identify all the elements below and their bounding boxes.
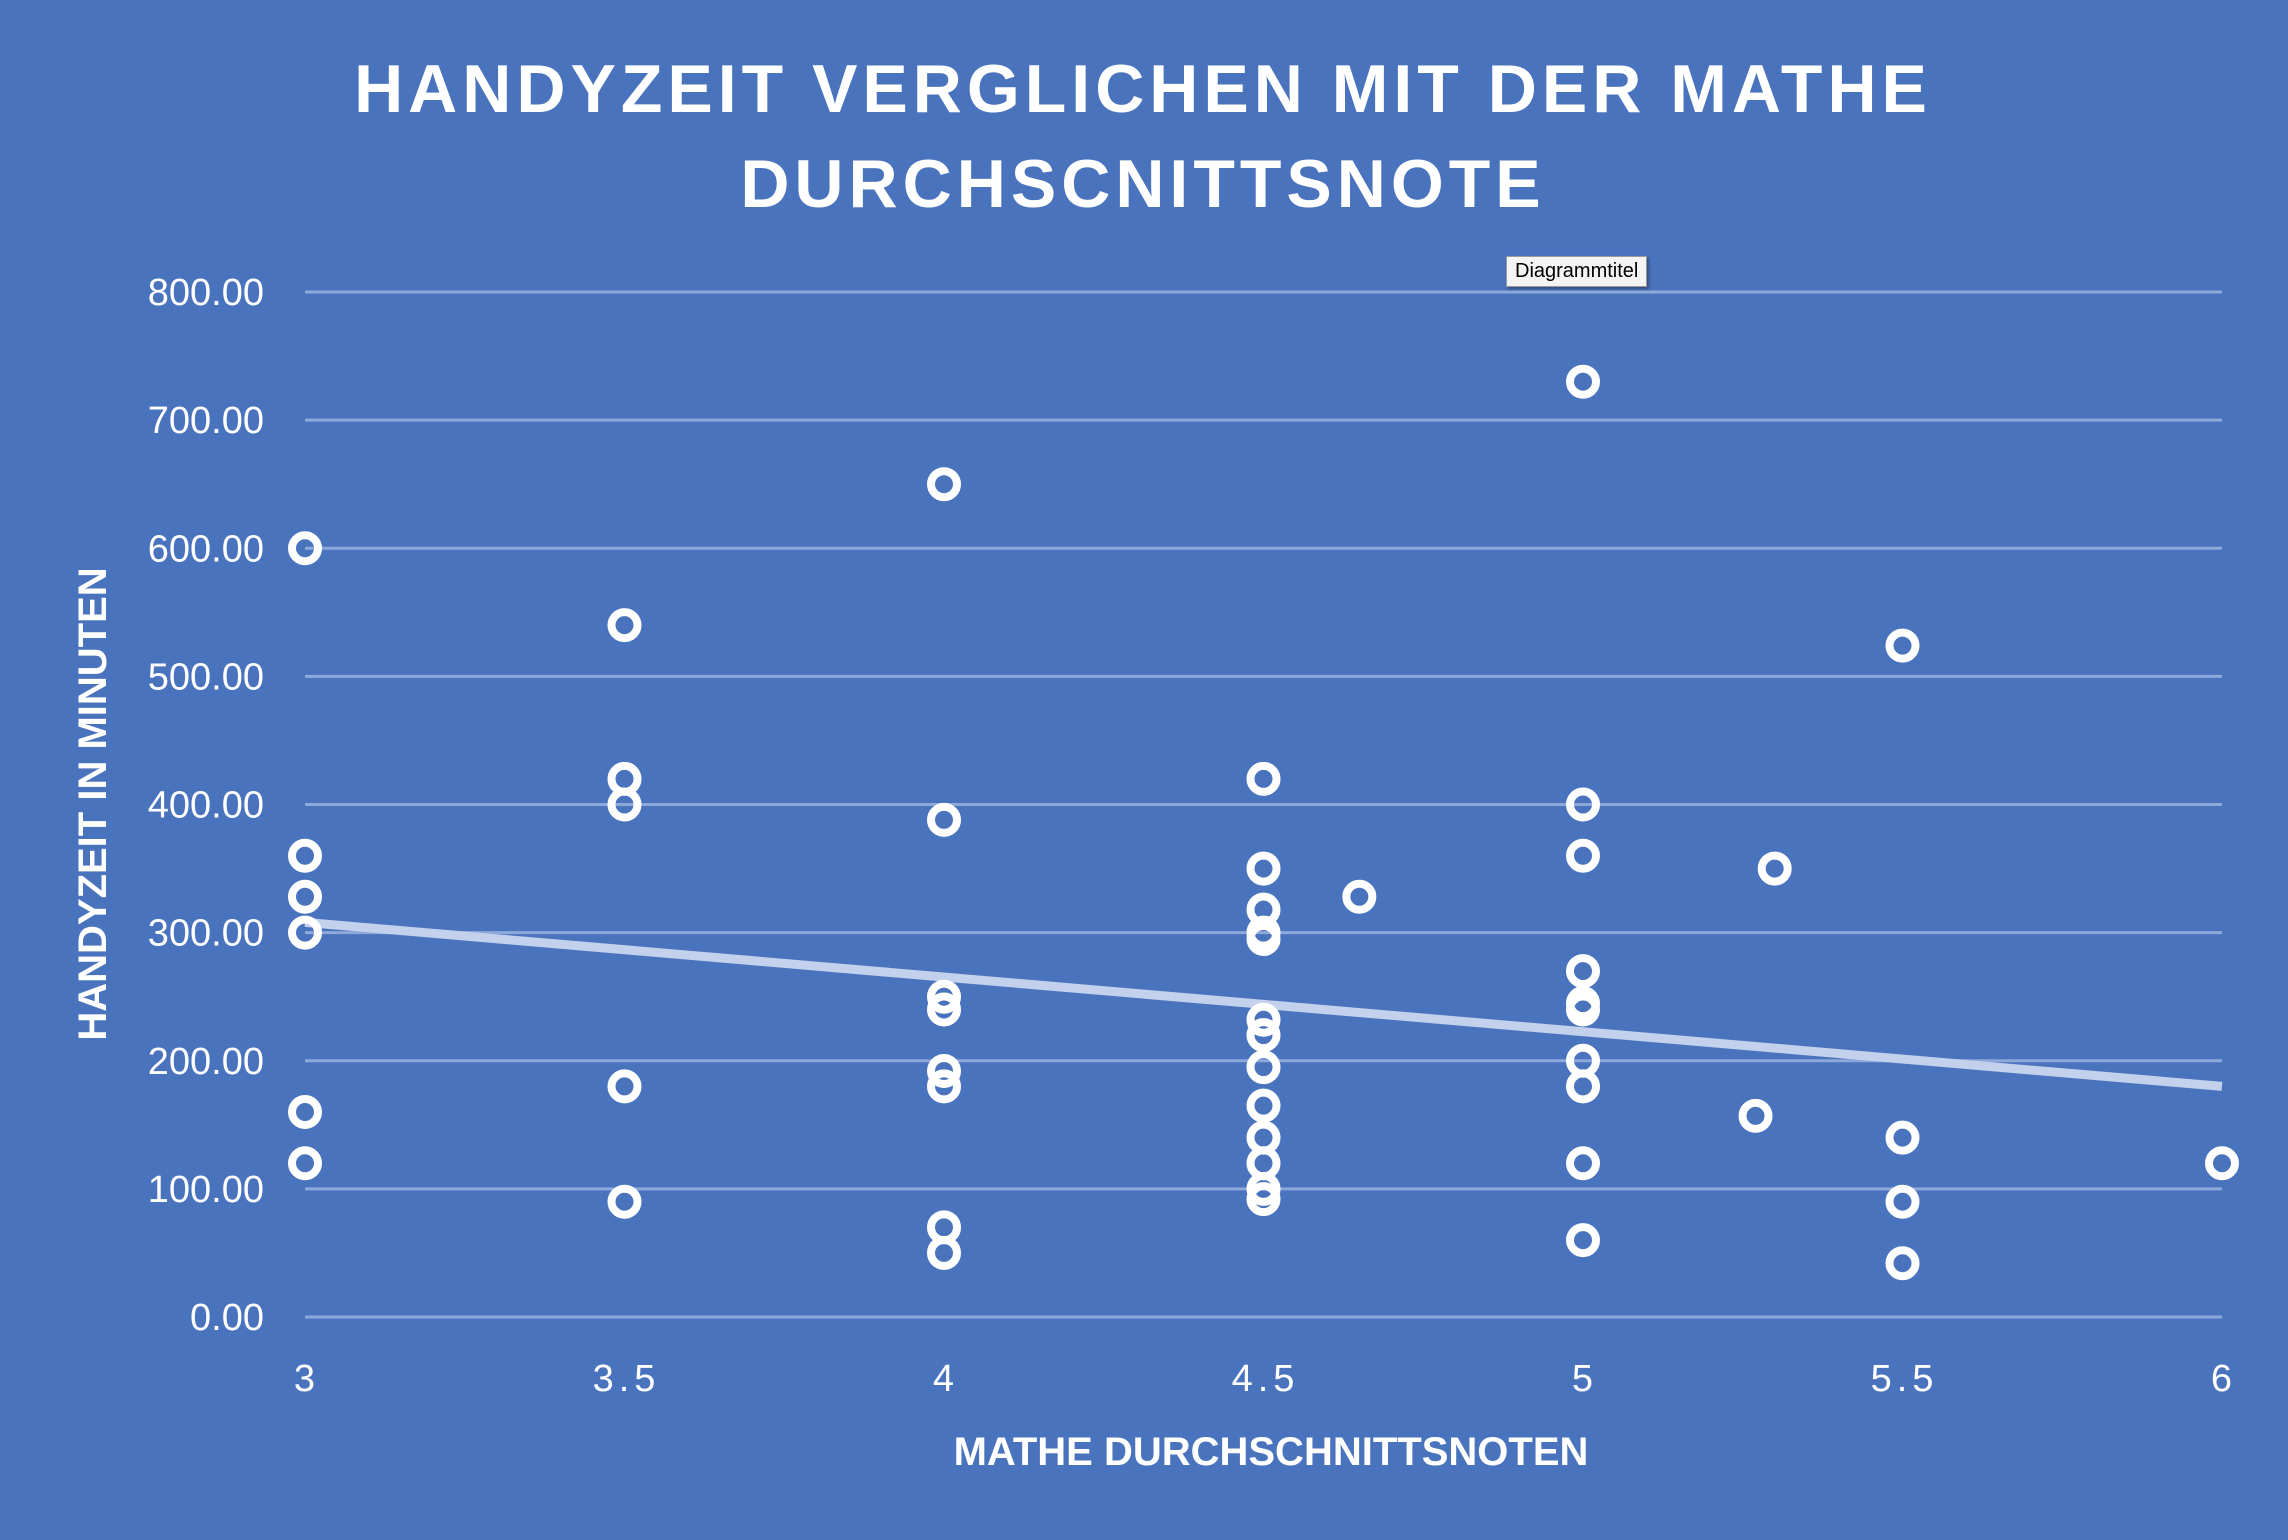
data-point [927,979,961,1014]
data-point [288,1146,322,1181]
data-point [288,879,322,914]
x-tick-label: 6 [2211,1358,2237,1400]
data-points [288,364,2239,1281]
data-point [1885,1246,1920,1281]
data-point [607,787,642,822]
x-tick-label: 5 [1572,1358,1598,1400]
data-point [1566,954,1600,989]
data-point [607,608,642,643]
y-tick-label: 300.00 [148,913,264,955]
data-point [1566,1069,1600,1104]
x-tick-label: 5.5 [1871,1358,1939,1400]
data-point [1738,1098,1773,1133]
gridlines [305,290,2222,1319]
x-tick-label: 4 [933,1358,959,1400]
chart-title-line-1: HANDYZEIT VERGLICHEN MIT DER MATHE [354,51,1932,127]
data-point [1246,1002,1281,1037]
data-point [607,1184,642,1219]
y-tick-label: 600.00 [148,528,264,570]
data-point [288,915,322,950]
y-tick-label: 400.00 [148,785,264,827]
data-point [1246,1182,1281,1217]
x-tick-label: 3.5 [593,1358,661,1400]
data-point [1566,992,1600,1027]
data-point [927,467,961,502]
data-point [1566,1223,1600,1258]
x-tick-label: 4.5 [1232,1358,1300,1400]
y-tick-label: 0.00 [190,1297,264,1339]
y-axis-ticks: 0.00 100.00 200.00 300.00 400.00 500.00 600.00… [148,272,264,1339]
y-tick-label: 800.00 [148,272,264,314]
data-point [288,838,322,873]
data-point [2205,1146,2239,1181]
data-point [927,802,961,837]
data-point [1885,1184,1920,1219]
data-point [1566,1146,1600,1181]
y-tick-label: 700.00 [148,400,264,442]
y-tick-label: 500.00 [148,656,264,698]
data-point [927,1069,961,1104]
data-point [1246,922,1281,957]
data-point [1246,1050,1281,1085]
data-point [1246,761,1281,796]
data-point [288,1095,322,1129]
data-point [1885,1120,1920,1155]
y-tick-label: 100.00 [148,1169,264,1211]
data-point [1566,364,1600,399]
chart-title-line-2: DURCHSCNITTSNOTE [740,146,1545,222]
data-point [1566,787,1600,822]
data-point [607,1069,642,1104]
x-tick-label: 3 [294,1358,320,1400]
data-point [1342,879,1377,914]
data-point [927,1235,961,1270]
y-tick-label: 200.00 [148,1041,264,1083]
data-point [1885,628,1920,663]
x-axis-title: MATHE DURCHSCHNITTSNOTEN [954,1430,1589,1474]
data-point [1566,838,1600,873]
data-point [1246,851,1281,886]
data-point [927,992,961,1027]
data-point [1246,1018,1281,1053]
x-axis-ticks: 3 3.5 4 4.5 5 5.5 6 [294,1358,2237,1400]
data-point [288,531,322,566]
data-point [1246,1088,1281,1123]
chart-title-tooltip: Diagrammtitel [1506,256,1648,287]
data-point [1757,851,1792,886]
data-point [927,1054,961,1088]
y-axis-title: HANDYZEIT IN MINUTEN [71,567,115,1040]
